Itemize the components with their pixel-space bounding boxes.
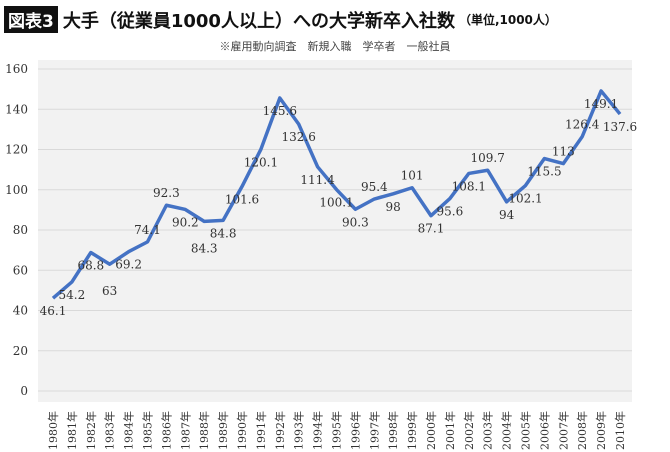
x-tick-label: 1995年 [330,411,344,450]
x-tick-label: 1980年 [46,411,60,450]
data-label: 46.1 [40,304,67,318]
x-tick-label: 1982年 [84,411,98,450]
x-tick-label: 1984年 [122,411,136,450]
x-tick-label: 1991年 [254,411,268,450]
data-label: 101 [401,169,424,183]
data-label: 137.6 [603,120,637,134]
data-label: 63 [102,284,117,298]
data-label: 68.8 [77,259,104,273]
x-tick-label: 1994年 [311,411,325,450]
x-tick-label: 1981年 [65,411,79,450]
chart-title: 図表3 大手（従業員1000人以上）への大学新卒入社数 （単位,1000人） [4,6,557,33]
data-label: 115.5 [527,165,561,179]
x-tick-label: 2005年 [519,411,533,450]
data-label: 92.3 [153,186,180,200]
x-tick-label: 2000年 [424,411,438,450]
x-tick-label: 2001年 [443,411,457,450]
data-label: 111.4 [300,173,335,187]
data-label: 101.6 [225,193,259,207]
x-tick-label: 2003年 [481,411,495,450]
y-tick-label: 20 [13,344,28,358]
title-unit: （単位,1000人） [458,13,557,27]
data-label: 113 [552,145,575,159]
x-tick-label: 2010年 [613,411,627,450]
x-tick-label: 1983年 [103,411,117,450]
data-label: 90.2 [172,215,199,229]
y-tick-label: 100 [5,183,28,197]
data-label: 87.1 [418,222,445,236]
x-tick-label: 1990年 [235,411,249,450]
data-label: 84.8 [210,226,237,240]
data-label: 54.2 [59,288,86,302]
data-label: 109.7 [471,151,505,165]
title-main: 大手（従業員1000人以上）への大学新卒入社数 [62,10,455,32]
data-label: 126.4 [565,118,600,132]
y-tick-label: 120 [5,143,28,157]
data-label: 132.6 [282,130,316,144]
data-label: 90.3 [342,215,369,229]
figure-badge: 図表3 [4,6,58,33]
y-tick-label: 80 [13,223,28,237]
x-tick-label: 2004年 [500,411,514,450]
data-label: 95.6 [437,205,464,219]
y-tick-label: 160 [5,62,28,76]
plot-area [38,60,632,402]
data-label: 94 [499,208,515,222]
data-label: 98 [386,200,401,214]
x-tick-label: 1986年 [159,411,173,450]
x-tick-label: 1998年 [386,411,400,450]
data-label: 95.4 [361,180,388,194]
y-tick-label: 40 [13,304,28,318]
data-label: 84.3 [191,241,218,255]
x-tick-label: 2007年 [556,411,570,450]
data-label: 102.1 [508,192,542,206]
x-tick-label: 2006年 [537,411,551,450]
x-tick-label: 1985年 [141,411,155,450]
x-tick-label: 1987年 [178,411,192,450]
data-label: 120.1 [244,155,278,169]
data-label: 108.1 [452,179,486,193]
chart-subtitle: ※雇用動向調査 新規入職 学卒者 一般社員 [219,40,451,53]
x-tick-label: 1989年 [216,411,230,450]
data-label: 149.1 [584,97,618,111]
x-tick-label: 1999年 [405,411,419,450]
y-tick-label: 60 [13,263,28,277]
x-tick-label: 2009年 [594,411,608,450]
data-label: 69.2 [115,258,142,272]
x-tick-label: 2008年 [575,411,589,450]
x-tick-label: 1988年 [197,411,211,450]
series-line [51,89,622,300]
x-tick-label: 1997年 [367,411,381,450]
data-label: 145.6 [263,104,297,118]
x-tick-label: 2002年 [462,411,476,450]
x-tick-label: 1996年 [348,411,362,450]
x-tick-label: 1992年 [273,411,287,450]
y-tick-label: 140 [5,102,28,116]
data-label: 100.1 [319,196,353,210]
y-tick-label: 0 [20,384,28,398]
data-label: 74.1 [134,223,161,237]
x-tick-label: 1993年 [292,411,306,450]
